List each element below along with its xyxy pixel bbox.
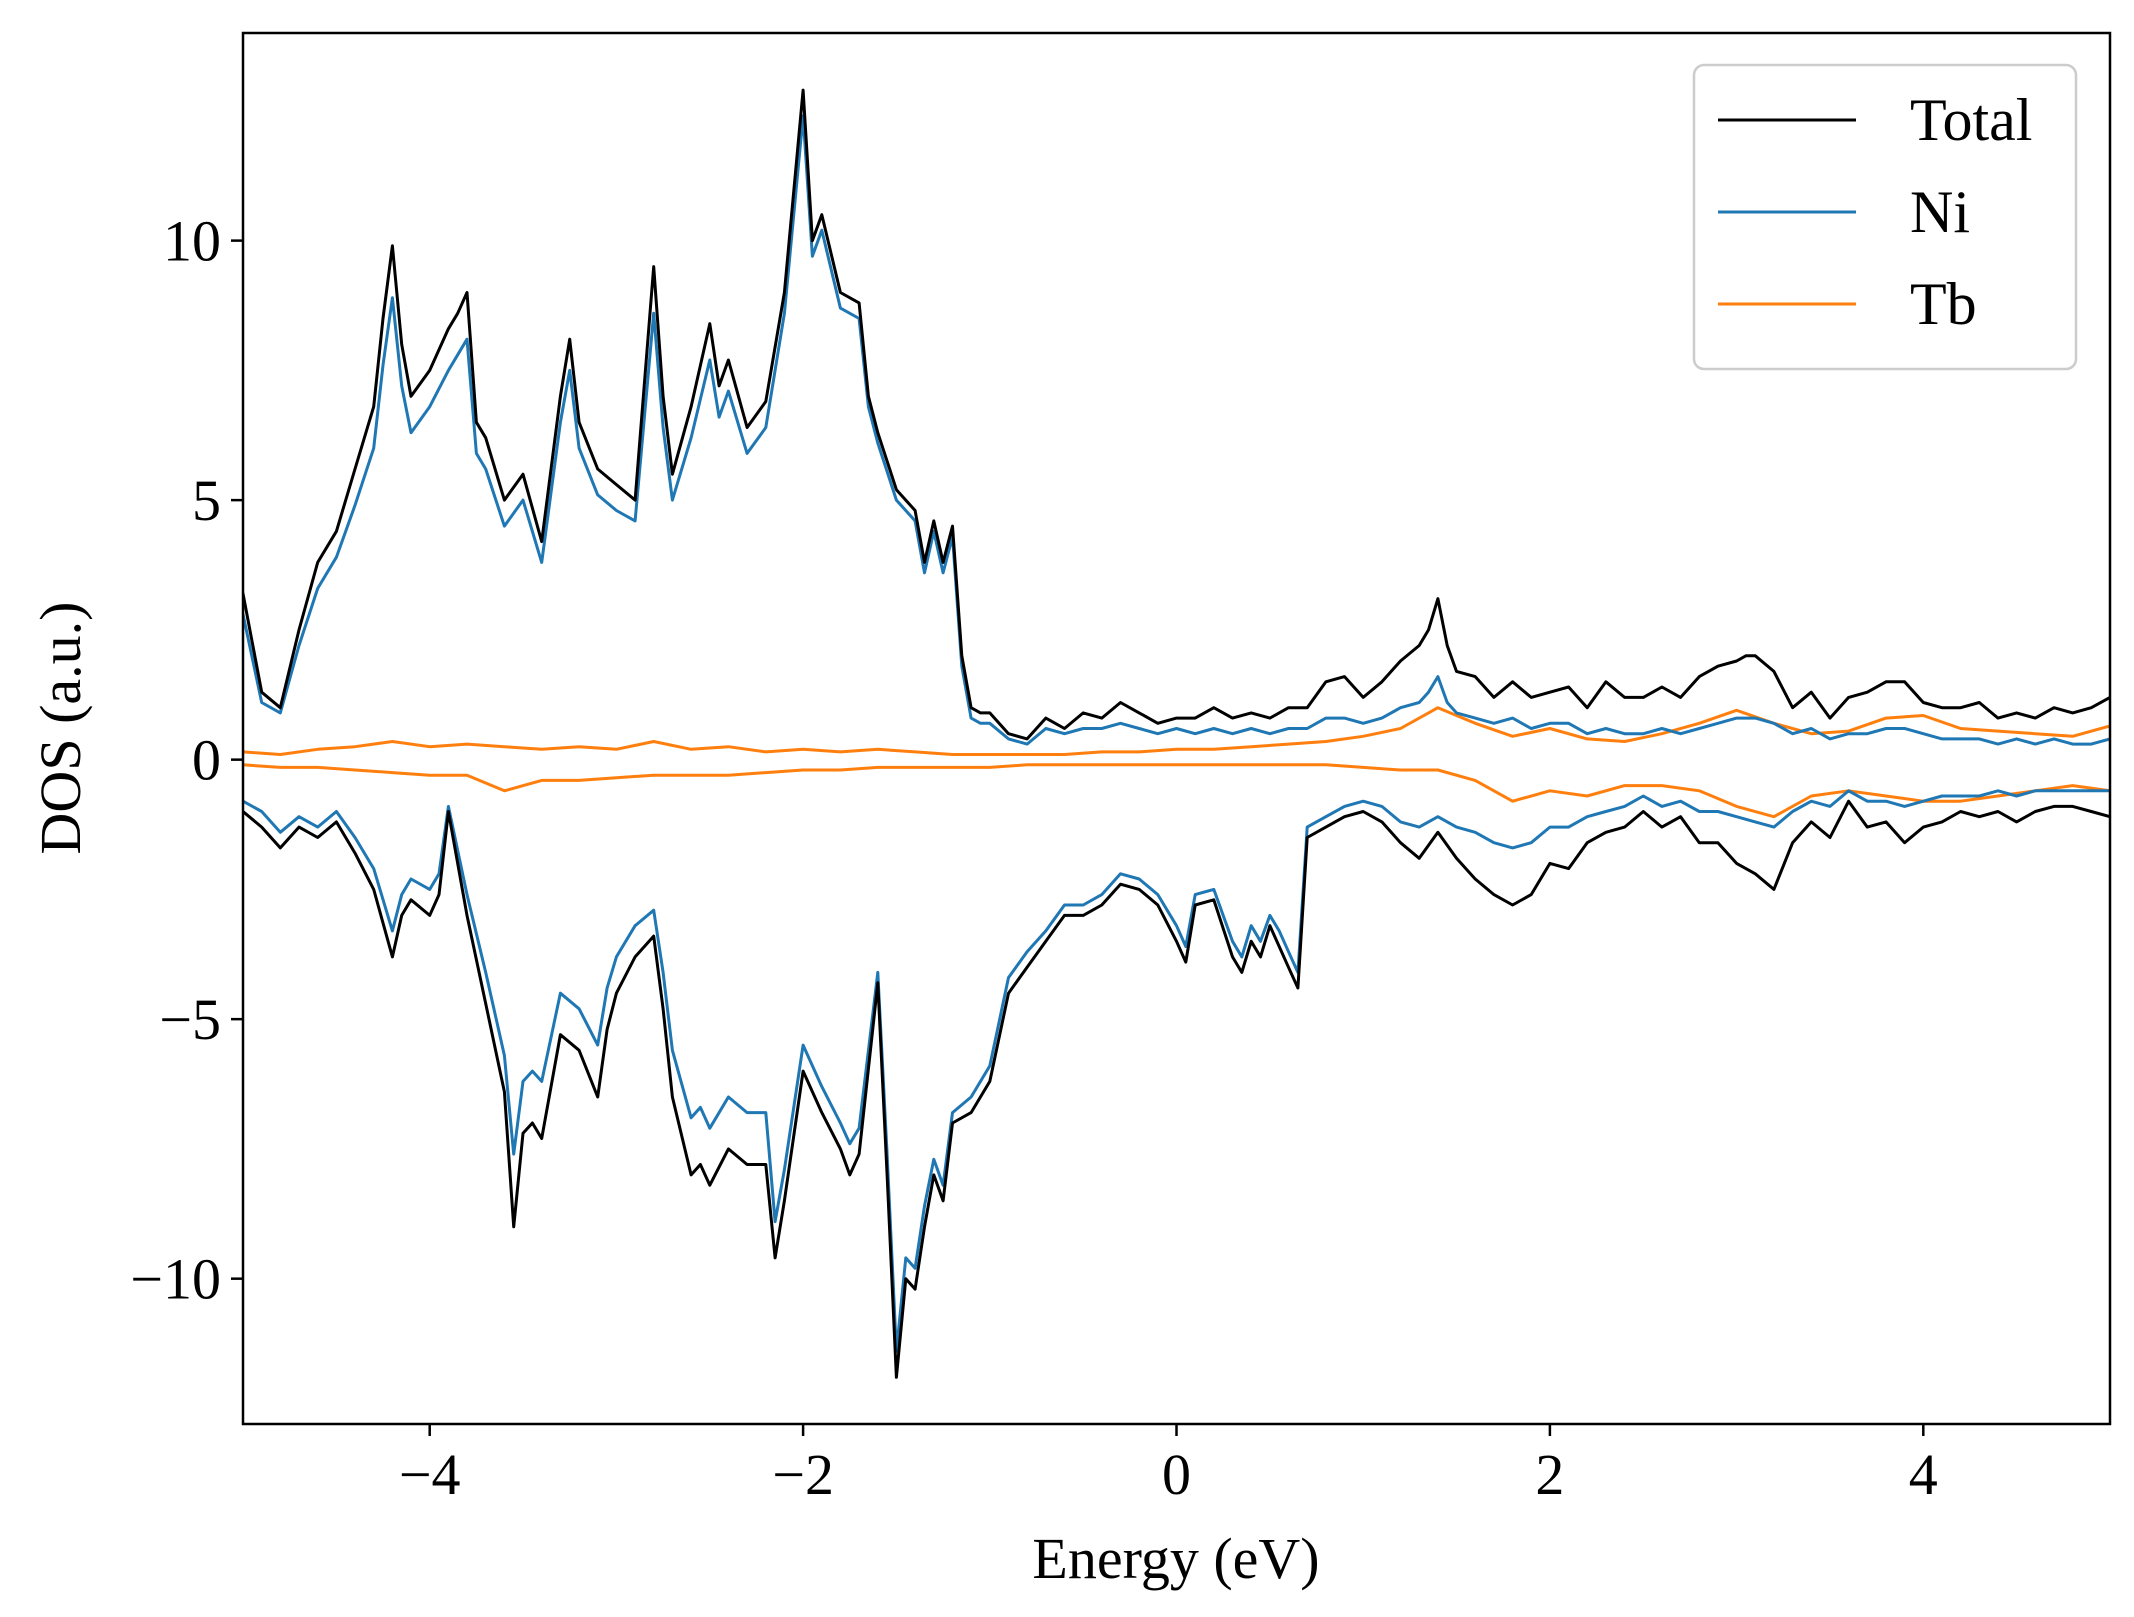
y-tick-label: −5 (159, 987, 221, 1052)
legend-label-total: Total (1910, 87, 2032, 153)
x-tick-label: 4 (1909, 1442, 1938, 1507)
series-line-total-spin-up (243, 88, 2110, 741)
x-tick-label: −4 (399, 1442, 461, 1507)
series-layer (243, 88, 2110, 1379)
x-axis-label: Energy (eV) (1032, 1526, 1319, 1591)
series-line-total-spin-down (243, 799, 2110, 1379)
series-line-tb-spin-up (243, 706, 2110, 756)
legend: Total Ni Tb (1692, 63, 2078, 371)
y-axis-ticks: −10 −5 0 5 10 (130, 209, 243, 1312)
x-tick-label: −2 (772, 1442, 834, 1507)
series-line-ni-spin-down (243, 789, 2110, 1353)
y-tick-label: 0 (192, 728, 221, 793)
series-line-ni-spin-up (243, 114, 2110, 746)
y-axis-label: DOS (a.u.) (28, 602, 93, 855)
y-tick-label: −10 (130, 1247, 221, 1312)
y-tick-label: 10 (163, 209, 221, 274)
x-tick-label: 0 (1162, 1442, 1191, 1507)
series-line-tb-spin-down (243, 763, 2110, 819)
legend-label-ni: Ni (1910, 179, 1970, 245)
y-tick-label: 5 (192, 468, 221, 533)
legend-box (1692, 63, 2078, 371)
x-tick-label: 2 (1535, 1442, 1564, 1507)
legend-label-tb: Tb (1910, 271, 1977, 337)
x-axis-ticks: −4 −2 0 2 4 (399, 1424, 1938, 1507)
